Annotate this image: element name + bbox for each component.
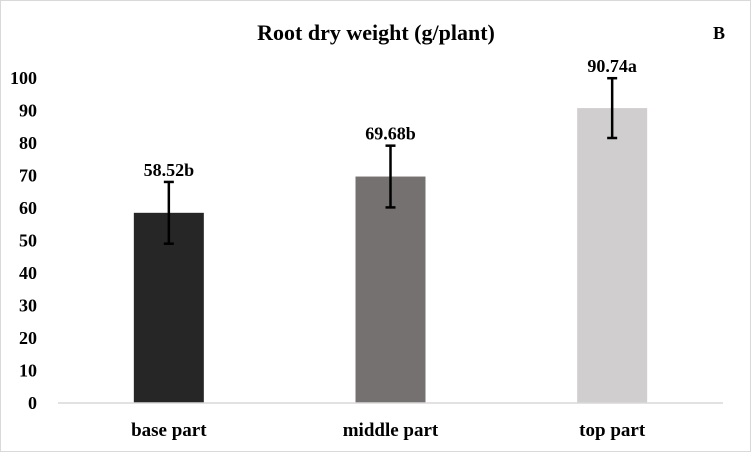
y-tick-label: 70 — [19, 166, 37, 186]
error-bar — [163, 180, 174, 245]
y-tick-label: 60 — [19, 198, 37, 218]
x-tick-label: base part — [131, 420, 207, 441]
error-bar — [385, 144, 396, 209]
panel-label: B — [713, 23, 725, 43]
y-tick-label: 90 — [19, 101, 37, 121]
bar — [577, 108, 648, 403]
chart-title: Root dry weight (g/plant) — [257, 20, 495, 45]
bar — [355, 176, 426, 403]
y-tick-label: 100 — [10, 68, 37, 88]
x-axis: base part middle part top part — [131, 420, 646, 441]
y-tick-label: 20 — [19, 328, 37, 348]
y-tick-label: 0 — [28, 393, 37, 413]
bars: 58.52b 69.68b 90.74a — [133, 56, 648, 403]
y-tick-label: 10 — [19, 361, 37, 381]
data-label: 90.74a — [587, 56, 637, 76]
data-label: 69.68b — [365, 124, 416, 144]
y-tick-label: 50 — [19, 231, 37, 251]
data-label: 58.52b — [144, 160, 195, 180]
y-tick-label: 30 — [19, 296, 37, 316]
x-tick-label: top part — [579, 420, 646, 441]
error-bar — [607, 76, 618, 140]
y-tick-label: 40 — [19, 263, 37, 283]
y-axis: 0 10 20 30 40 50 60 70 80 90 100 — [10, 68, 37, 413]
x-tick-label: middle part — [343, 420, 439, 441]
y-tick-label: 80 — [19, 133, 37, 153]
